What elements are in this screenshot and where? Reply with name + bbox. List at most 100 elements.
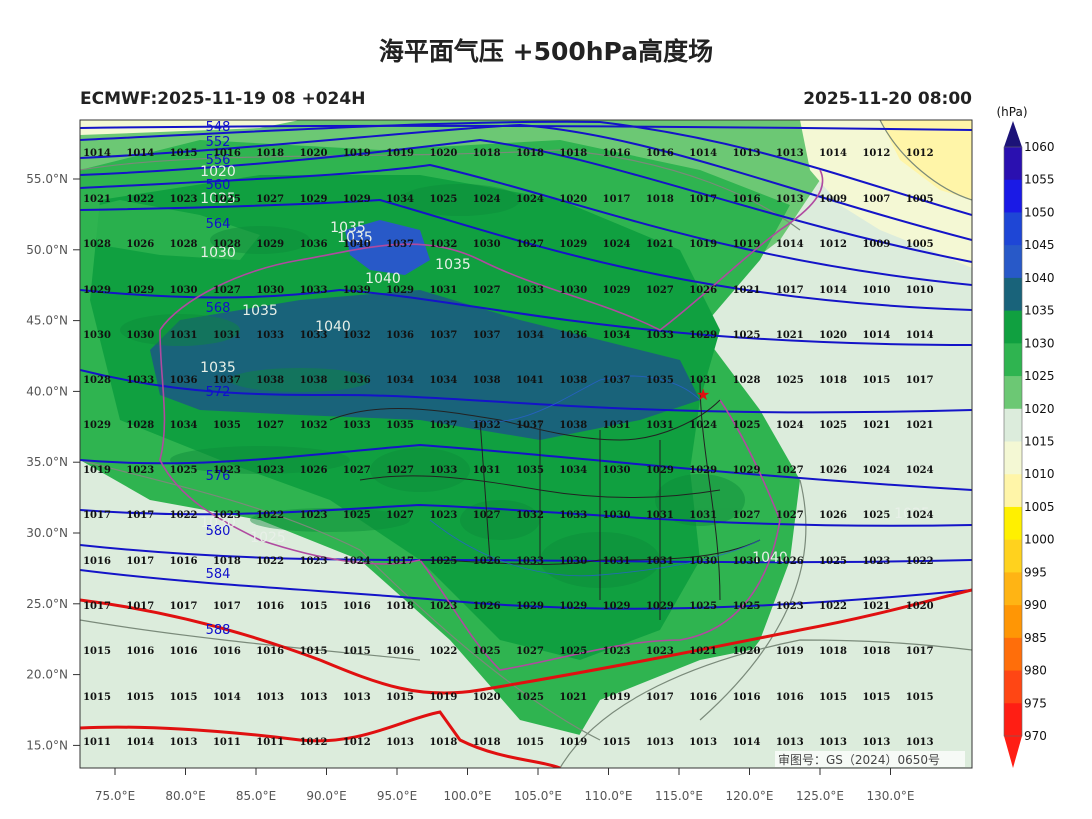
station-value: 1016 xyxy=(646,148,674,159)
station-value: 1028 xyxy=(213,239,241,250)
station-value: 1015 xyxy=(819,692,847,703)
station-value: 1018 xyxy=(386,601,414,612)
station-value: 1015 xyxy=(603,737,631,748)
isobar-label: 1035 xyxy=(337,230,373,246)
colorbar-label: 1005 xyxy=(1024,500,1055,514)
station-value: 1013 xyxy=(386,737,414,748)
station-value: 1015 xyxy=(170,692,198,703)
height-label: 568 xyxy=(206,301,231,316)
station-value: 1016 xyxy=(603,148,631,159)
station-value: 1017 xyxy=(603,194,631,205)
station-value: 1029 xyxy=(83,420,111,431)
station-value: 1035 xyxy=(516,465,544,476)
station-value: 1025 xyxy=(733,601,761,612)
lon-tick-label: 120.0°E xyxy=(726,789,774,803)
station-value: 1026 xyxy=(819,465,847,476)
height-label: 576 xyxy=(206,469,231,484)
lat-tick-label: 50.0°N xyxy=(26,243,68,257)
colorbar-bottom-arrow xyxy=(1004,736,1022,768)
colorbar-label: 975 xyxy=(1024,696,1047,710)
station-value: 1013 xyxy=(256,692,284,703)
station-value: 1034 xyxy=(516,330,544,341)
station-value: 1029 xyxy=(646,465,674,476)
station-value: 1030 xyxy=(83,330,111,341)
longitude-axis: 75.0°E 80.0°E 85.0°E 90.0°E 95.0°E 100.0°E 105… xyxy=(95,768,914,803)
isobar-label: 1040 xyxy=(365,271,401,287)
station-value: 1022 xyxy=(170,510,198,521)
station-value: 1015 xyxy=(386,692,414,703)
province-borders xyxy=(329,379,761,620)
station-value: 1013 xyxy=(343,692,371,703)
lon-tick-label: 100.0°E xyxy=(444,789,492,803)
colorbar-segment xyxy=(1004,506,1022,541)
lon-tick-label: 75.0°E xyxy=(95,789,135,803)
station-value: 1030 xyxy=(473,239,501,250)
lon-tick-label: 110.0°E xyxy=(585,789,633,803)
height-contour-588-south xyxy=(80,710,561,768)
station-value: 1033 xyxy=(343,420,371,431)
station-value: 1025 xyxy=(862,510,890,521)
station-value: 1013 xyxy=(776,148,804,159)
station-value: 1013 xyxy=(733,148,761,159)
station-value: 1019 xyxy=(689,239,717,250)
colorbar-segment xyxy=(1004,408,1022,442)
station-value: 1016 xyxy=(689,692,717,703)
station-value: 1029 xyxy=(559,601,587,612)
station-value: 1027 xyxy=(516,239,544,250)
station-value: 1017 xyxy=(83,601,111,612)
station-value: 1012 xyxy=(862,148,890,159)
height-label: 572 xyxy=(206,385,231,400)
station-value: 1029 xyxy=(386,285,414,296)
station-value: 1024 xyxy=(862,465,890,476)
station-value: 1036 xyxy=(386,330,414,341)
station-value: 1034 xyxy=(386,194,414,205)
station-value: 1013 xyxy=(906,737,934,748)
station-value: 1015 xyxy=(300,646,328,657)
station-value: 1016 xyxy=(776,692,804,703)
station-value: 1014 xyxy=(126,737,154,748)
lon-tick-label: 90.0°E xyxy=(306,789,346,803)
station-value: 1017 xyxy=(126,601,154,612)
station-value: 1009 xyxy=(862,239,890,250)
station-value: 1022 xyxy=(906,556,934,567)
station-value: 1017 xyxy=(126,510,154,521)
station-value: 1022 xyxy=(126,194,154,205)
lat-tick-label: 45.0°N xyxy=(26,314,68,328)
station-value: 1027 xyxy=(386,510,414,521)
station-value: 1035 xyxy=(646,375,674,386)
height-label: 560 xyxy=(206,178,231,193)
station-value: 1036 xyxy=(170,375,198,386)
station-value: 1023 xyxy=(213,510,241,521)
station-value: 1016 xyxy=(83,556,111,567)
station-value: 1023 xyxy=(646,646,674,657)
station-value: 1018 xyxy=(862,646,890,657)
station-value: 1015 xyxy=(126,692,154,703)
station-value: 1034 xyxy=(170,420,198,431)
station-value: 1024 xyxy=(689,420,717,431)
isobar-label: 1020 xyxy=(200,164,236,180)
station-value: 1025 xyxy=(343,510,371,521)
station-value: 1029 xyxy=(126,285,154,296)
station-value: 1023 xyxy=(429,510,457,521)
isobar-label: 1030 xyxy=(200,245,236,261)
station-value: 1011 xyxy=(83,737,111,748)
station-value: 1038 xyxy=(559,420,587,431)
station-value: 1030 xyxy=(126,330,154,341)
colorbar-top-arrow xyxy=(1004,121,1022,147)
station-value: 1041 xyxy=(516,375,544,386)
station-value: 1017 xyxy=(213,601,241,612)
fill-1005-band-ne xyxy=(880,120,972,200)
station-value: 1033 xyxy=(126,375,154,386)
station-value: 1015 xyxy=(862,375,890,386)
colorbar-segment xyxy=(1004,670,1022,704)
station-value: 1017 xyxy=(386,556,414,567)
station-value: 1033 xyxy=(646,330,674,341)
station-value: 1016 xyxy=(213,646,241,657)
station-value: 1029 xyxy=(559,239,587,250)
colorbar-label: 1020 xyxy=(1024,402,1055,416)
height-contours xyxy=(80,120,972,610)
station-value: 1016 xyxy=(170,556,198,567)
height-label: 552 xyxy=(206,135,231,150)
colorbar-label: 970 xyxy=(1024,729,1047,743)
